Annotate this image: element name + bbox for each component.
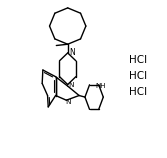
Text: N: N: [68, 82, 73, 88]
Text: HCl: HCl: [129, 87, 147, 97]
Text: NH: NH: [95, 83, 106, 89]
Text: N: N: [69, 48, 74, 57]
Text: HCl: HCl: [129, 55, 147, 65]
Text: HCl: HCl: [129, 71, 147, 81]
Text: N: N: [65, 99, 71, 105]
